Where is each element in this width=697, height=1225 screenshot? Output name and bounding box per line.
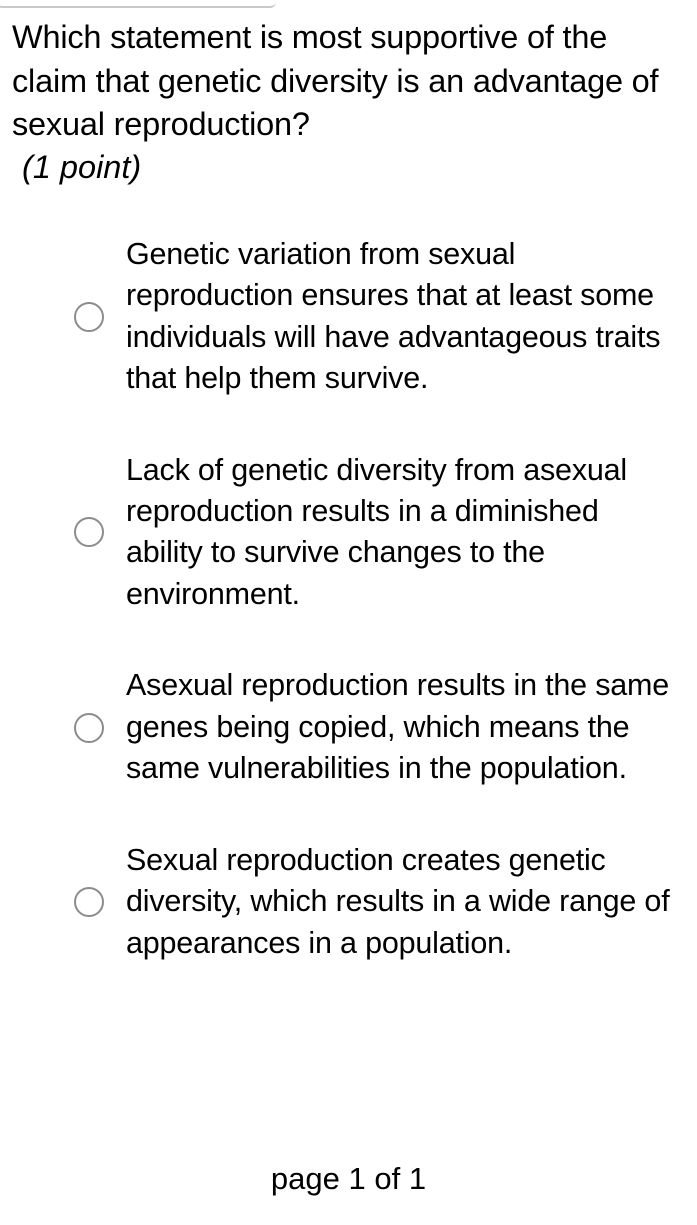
option-text: Lack of genetic diversity from asexual r… (126, 450, 683, 616)
radio-button[interactable] (74, 887, 104, 917)
option-text: Sexual reproduction creates genetic dive… (126, 840, 683, 964)
radio-button[interactable] (74, 517, 104, 547)
top-border-fragment (0, 0, 276, 8)
radio-button[interactable] (74, 302, 104, 332)
option-row[interactable]: Lack of genetic diversity from asexual r… (74, 450, 683, 616)
question-prompt: Which statement is most supportive of th… (12, 16, 687, 147)
option-text: Genetic variation from sexual reproducti… (126, 234, 683, 400)
option-row[interactable]: Genetic variation from sexual reproducti… (74, 234, 683, 400)
options-list: Genetic variation from sexual reproducti… (0, 186, 697, 965)
option-row[interactable]: Sexual reproduction creates genetic dive… (74, 840, 683, 964)
option-row[interactable]: Asexual reproduction results in the same… (74, 665, 683, 789)
question-block: Which statement is most supportive of th… (0, 12, 697, 186)
radio-button[interactable] (74, 713, 104, 743)
page-indicator: page 1 of 1 (0, 1161, 697, 1197)
question-points: (1 point) (12, 149, 687, 186)
option-text: Asexual reproduction results in the same… (126, 665, 683, 789)
